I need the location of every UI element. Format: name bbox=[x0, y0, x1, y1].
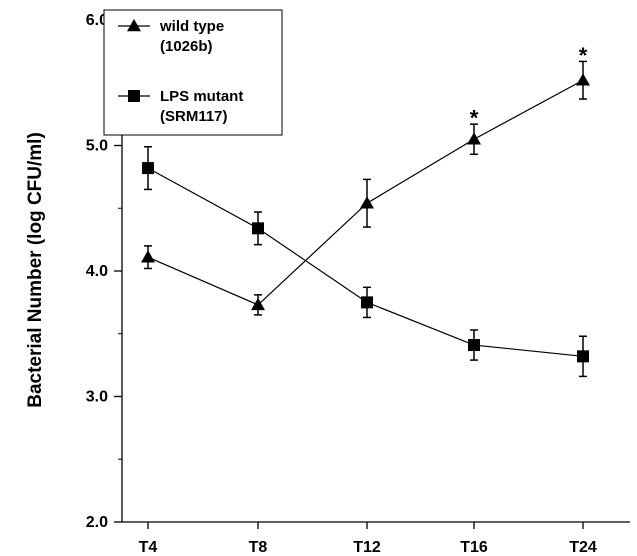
y-tick-label: 6.0 bbox=[86, 12, 108, 29]
data-point bbox=[577, 350, 589, 363]
y-tick-label: 5.0 bbox=[86, 138, 108, 155]
significance-annotations: ** bbox=[470, 43, 588, 131]
data-point bbox=[360, 196, 374, 209]
legend-sublabel: (SRM117) bbox=[160, 108, 228, 125]
significance-mark: * bbox=[470, 106, 479, 131]
legend-marker bbox=[128, 90, 140, 102]
legend-box bbox=[103, 9, 283, 136]
legend-entry: LPS mutant (SRM117) bbox=[118, 88, 243, 125]
x-axis-ticks: T4 T8 T12 T16 T24 bbox=[139, 522, 597, 556]
legend-label: wild type bbox=[159, 18, 224, 35]
data-point bbox=[252, 222, 264, 235]
series-wild-type bbox=[141, 60, 590, 316]
y-tick-label: 2.0 bbox=[86, 514, 108, 531]
series-line bbox=[147, 167, 584, 357]
x-tick-label: T4 bbox=[139, 539, 158, 556]
data-point bbox=[142, 162, 154, 175]
significance-mark: * bbox=[579, 43, 588, 68]
y-axis-ticks: 2.0 3.0 4.0 5.0 6.0 bbox=[86, 12, 122, 531]
data-point bbox=[251, 297, 265, 311]
data-point bbox=[141, 250, 155, 263]
legend-sublabel: (1026b) bbox=[160, 38, 213, 55]
y-tick-label: 4.0 bbox=[86, 263, 108, 280]
x-tick-label: T12 bbox=[353, 539, 381, 556]
data-point bbox=[576, 73, 590, 86]
data-point bbox=[361, 296, 373, 309]
x-tick-label: T16 bbox=[460, 539, 488, 556]
legend-label: LPS mutant bbox=[160, 88, 243, 105]
legend-marker bbox=[127, 19, 141, 32]
x-tick-label: T8 bbox=[249, 539, 268, 556]
series-layer bbox=[141, 60, 590, 378]
data-point bbox=[467, 132, 481, 145]
data-point bbox=[468, 339, 480, 352]
legend-entry: wild type (1026b) bbox=[118, 18, 224, 55]
x-tick-label: T24 bbox=[569, 539, 597, 556]
series-lps-mutant bbox=[142, 146, 589, 378]
y-axis-title: Bacterial Number (log CFU/ml) bbox=[25, 132, 46, 408]
legend: wild type (1026b) LPS mutant (SRM117) bbox=[103, 9, 283, 136]
y-tick-label: 3.0 bbox=[86, 389, 108, 406]
